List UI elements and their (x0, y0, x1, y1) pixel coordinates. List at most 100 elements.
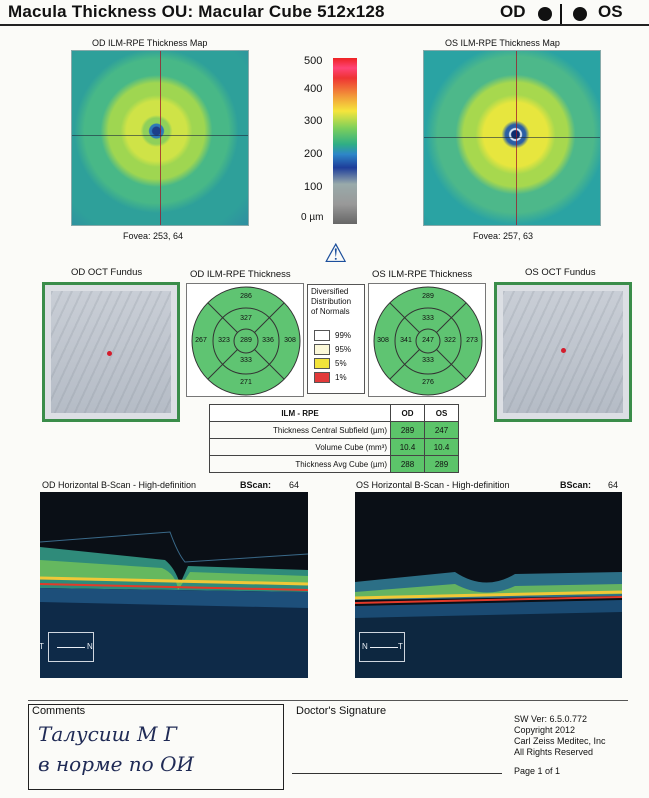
os-thickness-map-title: OS ILM-RPE Thickness Map (445, 38, 560, 48)
od-etdrs-nasal-outer: 308 (284, 337, 296, 344)
od-etdrs-nasal-inner: 336 (262, 337, 274, 344)
os-etdrs-title: OS ILM-RPE Thickness (372, 269, 473, 280)
table-cell-od: 288 (390, 455, 425, 473)
os-etdrs-superior-inner: 333 (422, 315, 434, 322)
scale-label-200: 200 (304, 148, 323, 160)
footer-rule (28, 700, 628, 701)
comments-label: Comments (32, 705, 86, 717)
os-etdrs-temporal-inner: 322 (444, 337, 456, 344)
scale-label-400: 400 (304, 83, 323, 95)
copyright: Copyright 2012 (514, 725, 576, 735)
os-fundus-title: OS OCT Fundus (525, 267, 596, 278)
os-etdrs-rings (373, 286, 483, 396)
os-bscan-label: BScan: (560, 480, 592, 490)
normative-legend: Diversified Distribution of Normals 99% … (307, 284, 365, 394)
os-bscan-orientation: N T (359, 632, 405, 662)
legend-title-line3: of Normals (311, 307, 350, 316)
os-label: OS (598, 2, 623, 21)
rights-reserved: All Rights Reserved (514, 747, 594, 757)
os-etdrs-nasal-inner: 341 (400, 337, 412, 344)
warning-icon: ⚠ (324, 238, 348, 268)
company-name: Carl Zeiss Meditec, Inc (514, 736, 606, 746)
table-header-row: ILM - RPE OD OS (209, 404, 459, 422)
table-cell-os: 289 (424, 455, 459, 473)
os-orient-left: N (362, 642, 368, 651)
od-bscan-orientation: T N (40, 632, 94, 662)
os-map-crosshair-v (516, 51, 517, 225)
table-row: Thickness Central Subfield (µm) 289 247 (209, 421, 459, 439)
page-number: Page 1 of 1 (514, 766, 561, 776)
od-orient-right: N (87, 642, 93, 651)
doctor-signature-label: Doctor's Signature (296, 705, 387, 717)
od-etdrs-superior-outer: 286 (240, 293, 252, 300)
od-etdrs-grid: 286 327 267 323 289 336 308 333 271 (186, 283, 304, 397)
od-bscan-image: T N (40, 492, 308, 678)
od-bscan-number: 64 (289, 480, 300, 490)
od-eye-icon (538, 7, 552, 21)
legend-swatch-99 (314, 330, 330, 341)
thickness-color-scale (333, 58, 357, 224)
os-etdrs-grid: 289 333 308 341 247 322 273 333 276 (368, 283, 486, 397)
legend-swatch-1 (314, 372, 330, 383)
os-etdrs-inferior-outer: 276 (422, 379, 434, 386)
legend-label-5: 5% (335, 359, 347, 368)
scale-label-500: 500 (304, 55, 323, 67)
scale-label-100: 100 (304, 181, 323, 193)
od-etdrs-rings (191, 286, 301, 396)
legend-title-line2: Distribution (311, 297, 352, 306)
od-bscan-layers (40, 531, 308, 678)
header-rule (0, 24, 649, 26)
table-row-label: Volume Cube (mm³) (209, 438, 391, 456)
od-etdrs-temporal-inner: 323 (218, 337, 230, 344)
legend-label-99: 99% (335, 331, 352, 340)
legend-swatch-5 (314, 358, 330, 369)
od-label: OD (500, 2, 526, 21)
os-etdrs-nasal-outer: 308 (377, 337, 389, 344)
od-map-crosshair-v (160, 51, 161, 225)
legend-label-1: 1% (335, 373, 347, 382)
os-orient-arrow (370, 647, 398, 648)
ilm-rpe-summary-table: ILM - RPE OD OS Thickness Central Subfie… (209, 404, 459, 473)
od-bscan-label: BScan: (240, 480, 272, 490)
os-etdrs-temporal-outer: 273 (466, 337, 478, 344)
legend-label-95: 95% (335, 345, 352, 354)
table-header-measure: ILM - RPE (209, 404, 391, 422)
table-row: Volume Cube (mm³) 10.4 10.4 (209, 438, 459, 456)
os-etdrs-inferior-inner: 333 (422, 357, 434, 364)
os-fovea-marker (561, 348, 566, 353)
od-fundus-image (42, 282, 180, 422)
os-eye-icon (573, 7, 587, 21)
os-bscan-layers (355, 572, 622, 678)
os-etdrs-superior-outer: 289 (422, 293, 434, 300)
od-fundus-title: OD OCT Fundus (71, 267, 143, 278)
od-etdrs-superior-inner: 327 (240, 315, 252, 322)
od-etdrs-central: 289 (240, 337, 252, 344)
report-title: Macula Thickness OU: Macular Cube 512x12… (8, 2, 385, 21)
os-fovea-label: Fovea: 257, 63 (473, 231, 534, 241)
handwritten-comment-line2: в норме по ОИ (38, 752, 194, 776)
header-separator (560, 4, 562, 24)
table-cell-os: 10.4 (424, 438, 459, 456)
table-row-label: Thickness Central Subfield (µm) (209, 421, 391, 439)
od-etdrs-temporal-outer: 267 (195, 337, 207, 344)
os-fundus-image (494, 282, 632, 422)
os-bscan-image: N T (355, 492, 622, 678)
legend-swatch-95 (314, 344, 330, 355)
sw-version: SW Ver: 6.5.0.772 (514, 714, 588, 724)
os-orient-right: T (398, 642, 403, 651)
handwritten-comment-line1: Талусиш М Г (38, 722, 178, 746)
os-map-crosshair-h (424, 137, 600, 138)
od-etdrs-title: OD ILM-RPE Thickness (190, 269, 291, 280)
table-row: Thickness Avg Cube (µm) 288 289 (209, 455, 459, 473)
table-header-od: OD (390, 404, 425, 422)
od-etdrs-inferior-outer: 271 (240, 379, 252, 386)
od-map-crosshair-h (72, 135, 248, 136)
os-bscan-title: OS Horizontal B-Scan - High-definition (356, 480, 510, 490)
od-orient-arrow (57, 647, 85, 648)
scale-label-0: 0 µm (301, 212, 324, 223)
od-etdrs-inferior-inner: 333 (240, 357, 252, 364)
signature-line (292, 773, 502, 774)
table-cell-od: 289 (390, 421, 425, 439)
table-cell-os: 247 (424, 421, 459, 439)
od-fovea-marker (107, 351, 112, 356)
